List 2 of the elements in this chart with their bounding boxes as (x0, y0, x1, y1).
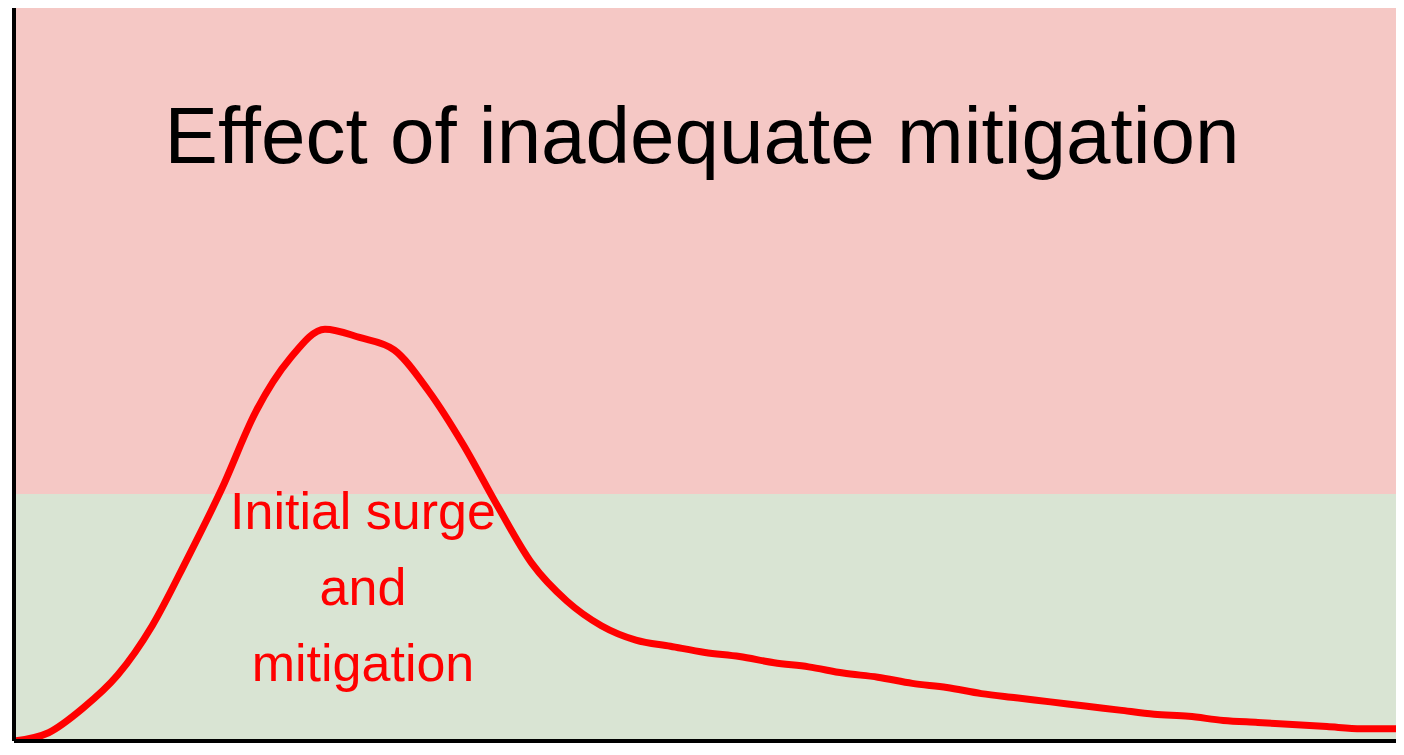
annotation: Initial surge and mitigation (229, 481, 497, 694)
chart-title: Effect of inadequate mitigation (163, 90, 1241, 182)
